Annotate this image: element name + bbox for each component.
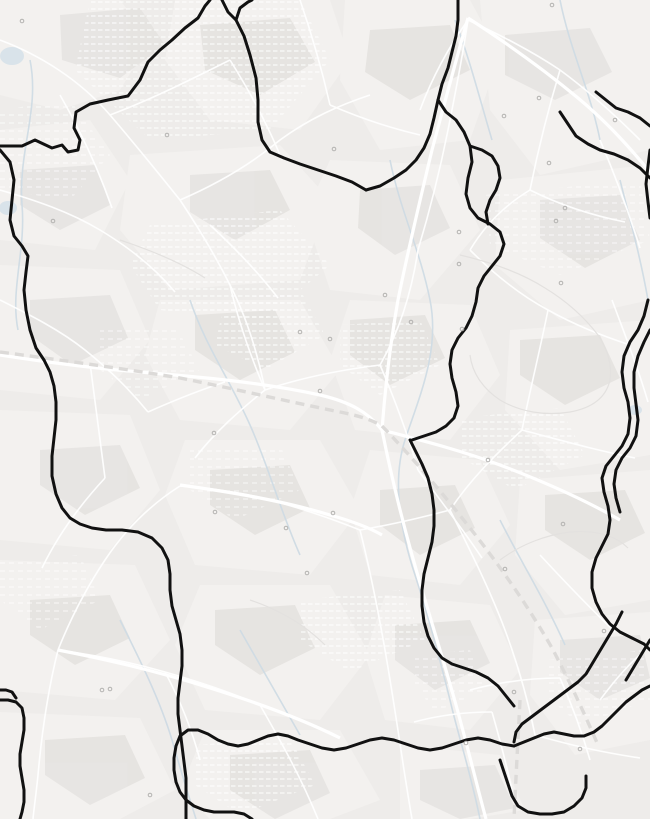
observation-points-layer[interactable] — [0, 0, 650, 819]
map-viewport[interactable] — [0, 0, 650, 819]
